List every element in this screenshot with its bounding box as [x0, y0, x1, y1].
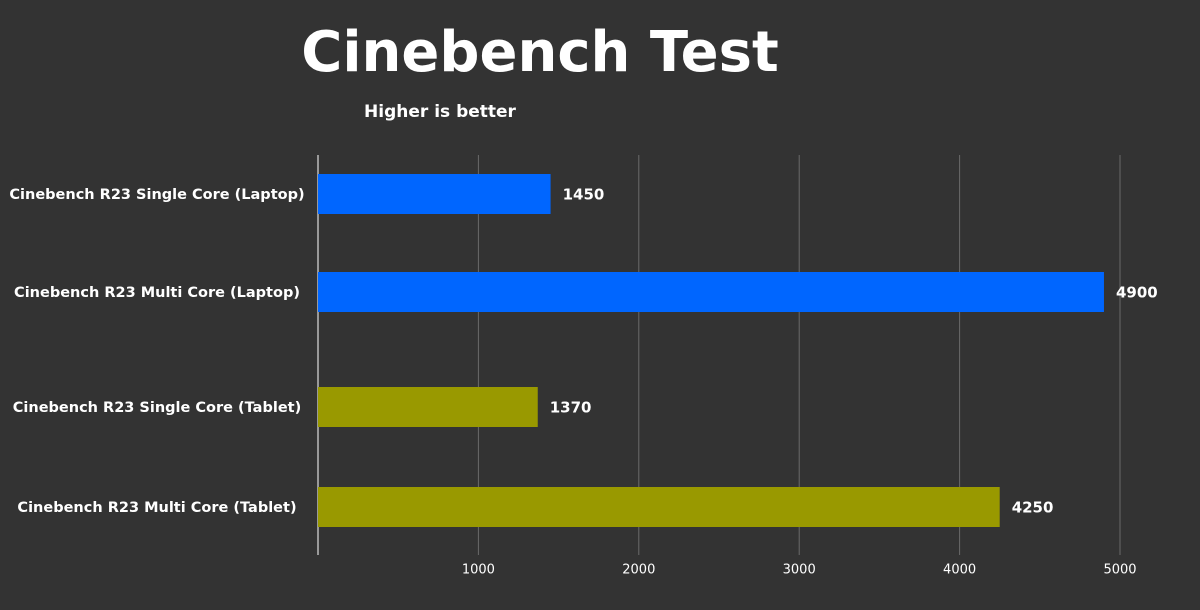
value-label: 1450 — [563, 186, 605, 204]
x-tick-label: 4000 — [943, 563, 976, 578]
y-tick-label: Cinebench R23 Single Core (Tablet) — [13, 400, 301, 416]
x-tick-label: 1000 — [462, 563, 495, 578]
value-label: 4250 — [1012, 499, 1054, 517]
bar — [318, 174, 551, 214]
x-tick-label: 3000 — [783, 563, 816, 578]
value-label: 4900 — [1116, 284, 1158, 302]
y-tick-label: Cinebench R23 Single Core (Laptop) — [9, 187, 304, 203]
bar — [318, 487, 1000, 527]
chart-title: Cinebench Test — [301, 20, 778, 85]
bar — [318, 387, 538, 427]
bar — [318, 272, 1104, 312]
x-tick-label: 5000 — [1103, 563, 1136, 578]
x-tick-label: 2000 — [622, 563, 655, 578]
y-tick-label: Cinebench R23 Multi Core (Laptop) — [14, 285, 300, 301]
chart-subtitle: Higher is better — [364, 102, 517, 122]
value-label: 1370 — [550, 399, 592, 417]
y-tick-label: Cinebench R23 Multi Core (Tablet) — [17, 500, 296, 516]
